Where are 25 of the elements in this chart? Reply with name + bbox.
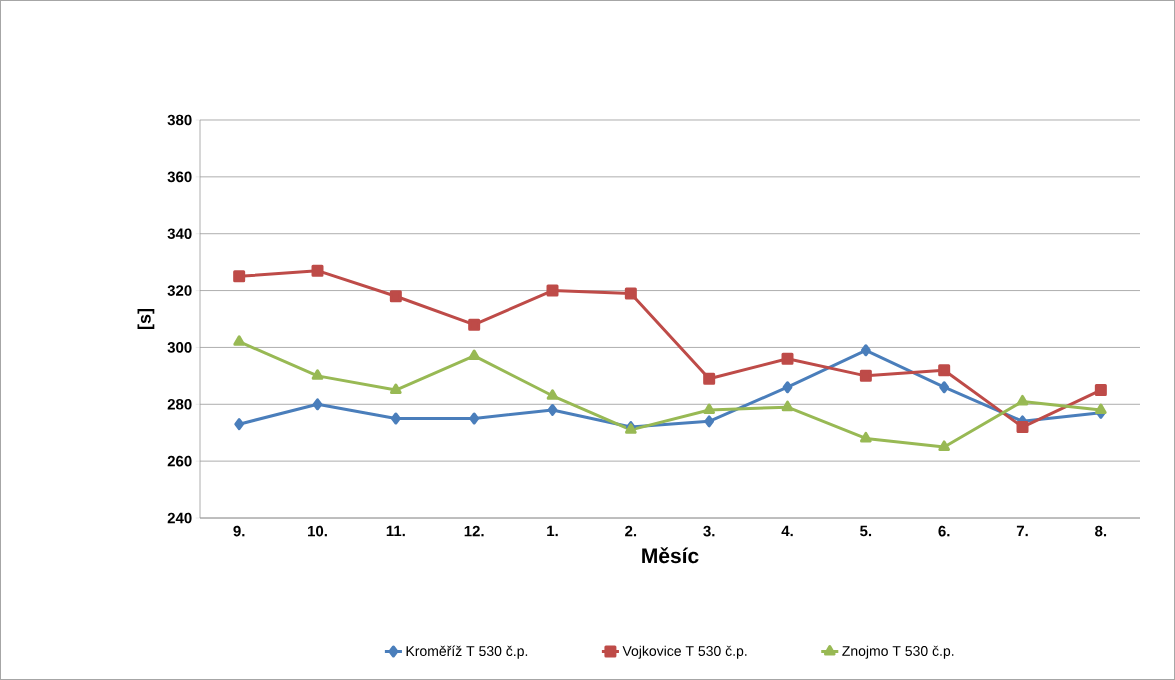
- x-tick-label: 9.: [233, 525, 245, 537]
- legend-label: Vojkovice T 530 č.p.: [622, 645, 747, 659]
- y-tick-label: 280: [167, 398, 192, 410]
- x-tick-label: 8.: [1095, 525, 1107, 537]
- y-axis-title: [s]: [137, 309, 155, 329]
- x-tick-label: 10.: [308, 525, 327, 537]
- y-tick-label: 380: [167, 114, 192, 126]
- x-tick-label: 7.: [1016, 525, 1028, 537]
- y-tick-label: 300: [167, 342, 192, 353]
- y-tick-label: 340: [167, 228, 192, 240]
- x-tick-label: 3.: [703, 525, 715, 537]
- legend-label: Znojmo T 530 č.p.: [842, 645, 954, 659]
- x-tick-label: 6.: [938, 525, 950, 537]
- legend-label: Kroměříž T 530 č.p.: [406, 645, 528, 659]
- y-tick-label: 260: [167, 455, 192, 467]
- x-tick-label: 2.: [625, 525, 637, 537]
- x-tick-label: 4.: [781, 525, 793, 537]
- x-tick-label: 11.: [386, 525, 405, 537]
- y-tick-label: 320: [167, 285, 192, 296]
- x-tick-label: 5.: [860, 525, 872, 537]
- y-tick-label: 240: [167, 512, 192, 524]
- x-axis-title: Měsíc: [642, 547, 699, 564]
- y-tick-label: 360: [167, 171, 192, 183]
- x-tick-label: 1.: [547, 525, 558, 537]
- x-tick-label: 12.: [464, 525, 484, 537]
